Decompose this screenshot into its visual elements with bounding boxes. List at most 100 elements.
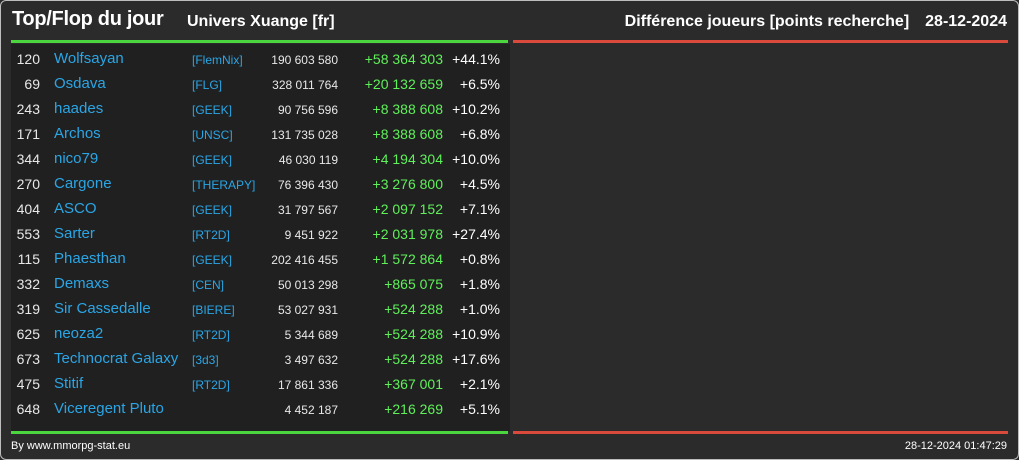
table-row: 404 ASCO [GEEK] 31 797 567 +2 097 152 +7.1%: [11, 199, 510, 224]
alliance-tag-link[interactable]: [CEN]: [192, 278, 225, 292]
points-difference: +20 132 659: [364, 76, 443, 92]
player-rank: 319: [16, 301, 40, 317]
table-row: 115 Phaesthan [GEEK] 202 416 455 +1 572 864 +…: [11, 249, 510, 274]
player-name-link[interactable]: ASCO: [54, 200, 97, 217]
player-points: 328 011 764: [272, 78, 338, 92]
alliance-tag-link[interactable]: [RT2D]: [192, 378, 230, 392]
player-rank: 171: [16, 126, 40, 142]
player-name-link[interactable]: Osdava: [54, 75, 106, 92]
alliance-tag-link[interactable]: [GEEK]: [192, 103, 233, 117]
player-name-link[interactable]: Cargone: [54, 175, 112, 192]
alliance-tag-link[interactable]: [UNSC]: [192, 128, 233, 142]
top-list: 120 Wolfsayan [FlemNix] 190 603 580 +58 364 …: [11, 49, 510, 424]
player-name-link[interactable]: Phaesthan: [54, 250, 126, 267]
alliance-tag-link[interactable]: [THERAPY]: [192, 178, 256, 192]
alliance-tag-link[interactable]: [GEEK]: [192, 253, 233, 267]
points-difference: +8 388 608: [372, 126, 443, 142]
player-points: 17 861 336: [277, 378, 338, 392]
percent-change: +2.1%: [459, 376, 500, 392]
player-points: 9 451 922: [284, 228, 338, 242]
percent-change: +1.0%: [459, 301, 500, 317]
player-name-link[interactable]: nico79: [54, 150, 99, 167]
player-rank: 243: [16, 101, 40, 117]
player-rank: 344: [16, 151, 40, 167]
player-points: 190 603 580: [271, 53, 338, 67]
univers-label[interactable]: Univers Xuange [fr]: [187, 13, 335, 30]
points-difference: +58 364 303: [364, 51, 443, 67]
percent-change: +10.2%: [452, 101, 500, 117]
percent-change: +0.8%: [459, 251, 500, 267]
player-name-link[interactable]: Sir Cassedalle: [54, 300, 151, 317]
percent-change: +17.6%: [452, 351, 500, 367]
percent-change: +44.1%: [452, 51, 500, 67]
percent-change: +4.5%: [459, 176, 500, 192]
player-points: 90 756 596: [277, 103, 338, 117]
player-name-link[interactable]: Sarter: [54, 225, 95, 242]
table-row: 319 Sir Cassedalle [BIERE] 53 027 931 +524 2…: [11, 299, 510, 324]
player-name-link[interactable]: Archos: [54, 125, 101, 142]
player-name-link[interactable]: Demaxs: [54, 275, 110, 292]
points-difference: +524 288: [384, 351, 443, 367]
header-right: Différence joueurs [points recherche] 28-…: [625, 13, 1007, 31]
player-name-link[interactable]: Technocrat Galaxy: [54, 350, 179, 367]
table-row: 344 nico79 [GEEK] 46 030 119 +4 194 304 +10.0…: [11, 149, 510, 174]
player-rank: 115: [17, 251, 40, 267]
alliance-tag-link[interactable]: [RT2D]: [192, 328, 230, 342]
table-row: 648 Viceregent Pluto 4 452 187 +216 269 +5.1…: [11, 399, 510, 424]
player-name-link[interactable]: neoza2: [54, 325, 104, 342]
alliance-tag-link[interactable]: [FlemNix]: [192, 53, 243, 67]
player-points: 76 396 430: [277, 178, 338, 192]
player-name-link[interactable]: Wolfsayan: [54, 50, 124, 67]
widget-title: Top/Flop du jour: [12, 8, 164, 30]
percent-change: +7.1%: [459, 201, 500, 217]
player-rank: 69: [24, 76, 40, 92]
alliance-tag-link[interactable]: [GEEK]: [192, 203, 233, 217]
table-row: 171 Archos [UNSC] 131 735 028 +8 388 608 +6.8…: [11, 124, 510, 149]
table-row: 625 neoza2 [RT2D] 5 344 689 +524 288 +10.9%: [11, 324, 510, 349]
player-rank: 475: [16, 376, 40, 392]
alliance-tag-link[interactable]: [GEEK]: [192, 153, 233, 167]
player-points: 53 027 931: [277, 303, 338, 317]
top-bottom-bar: [11, 431, 508, 434]
points-difference: +367 001: [384, 376, 443, 392]
flop-panel: [513, 44, 1008, 431]
percent-change: +1.8%: [459, 276, 500, 292]
player-name-link[interactable]: Stitif: [54, 375, 84, 392]
percent-change: +10.9%: [452, 326, 500, 342]
top-panel: 120 Wolfsayan [FlemNix] 190 603 580 +58 364 …: [11, 44, 510, 431]
alliance-tag-link[interactable]: [BIERE]: [192, 303, 235, 317]
header-date: 28-12-2024: [925, 13, 1007, 30]
points-difference: +1 572 864: [372, 251, 443, 267]
metric-label: Différence joueurs [points recherche]: [624, 13, 910, 30]
player-points: 131 735 028: [271, 128, 338, 142]
alliance-tag-link[interactable]: [FLG]: [192, 78, 223, 92]
credit-link[interactable]: By www.mmorpg-stat.eu: [11, 440, 131, 452]
player-name-link[interactable]: haades: [54, 100, 104, 117]
percent-change: +6.5%: [459, 76, 500, 92]
table-row: 475 Stitif [RT2D] 17 861 336 +367 001 +2.1%: [11, 374, 510, 399]
player-points: 46 030 119: [278, 153, 338, 167]
alliance-tag-link[interactable]: [3d3]: [192, 353, 219, 367]
percent-change: +5.1%: [459, 401, 500, 417]
table-row: 243 haades [GEEK] 90 756 596 +8 388 608 +10.2…: [11, 99, 510, 124]
player-rank: 270: [16, 176, 40, 192]
table-row: 673 Technocrat Galaxy [3d3] 3 497 632 +524 2…: [11, 349, 510, 374]
percent-change: +10.0%: [452, 151, 500, 167]
points-difference: +4 194 304: [372, 151, 443, 167]
player-rank: 120: [16, 51, 40, 67]
footer-timestamp: 28-12-2024 01:47:29: [904, 440, 1007, 452]
alliance-tag-link[interactable]: [RT2D]: [192, 228, 230, 242]
table-row: 553 Sarter [RT2D] 9 451 922 +2 031 978 +27.4%: [11, 224, 510, 249]
player-rank: 404: [16, 201, 40, 217]
player-rank: 648: [16, 401, 40, 417]
player-points: 4 452 187: [284, 403, 338, 417]
player-rank: 332: [16, 276, 40, 292]
player-points: 31 797 567: [277, 203, 338, 217]
table-row: 332 Demaxs [CEN] 50 013 298 +865 075 +1.8%: [11, 274, 510, 299]
table-row: 270 Cargone [THERAPY] 76 396 430 +3 276 800 +…: [11, 174, 510, 199]
player-name-link[interactable]: Viceregent Pluto: [54, 400, 164, 417]
points-difference: +2 097 152: [372, 201, 443, 217]
table-row: 69 Osdava [FLG] 328 011 764 +20 132 659 +6.5%: [11, 74, 510, 99]
points-difference: +524 288: [384, 326, 443, 342]
